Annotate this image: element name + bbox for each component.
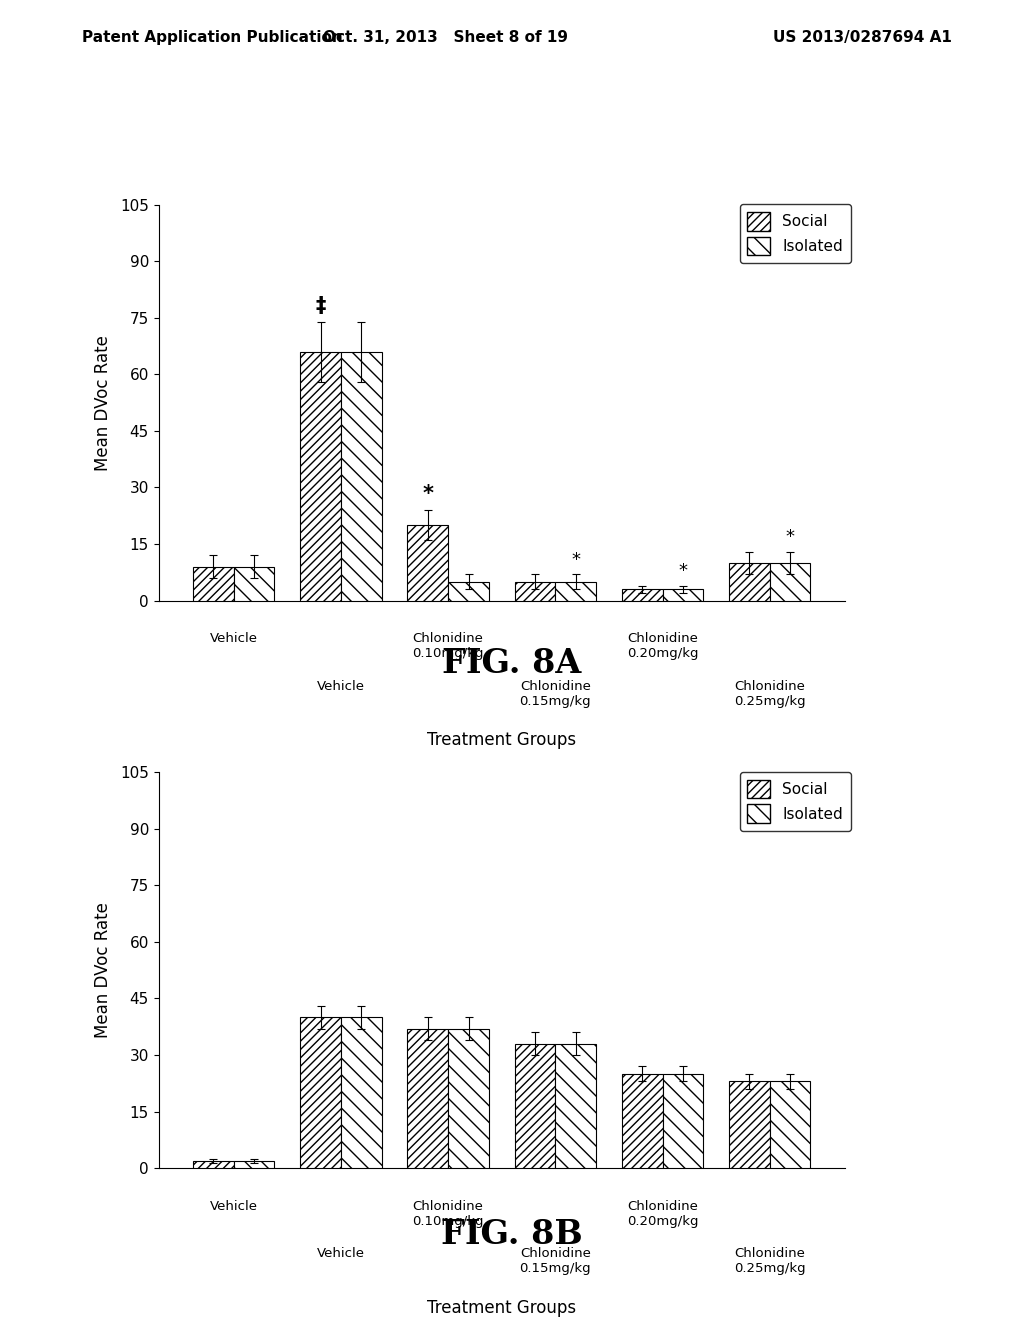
Text: ‡: ‡ [315,296,326,315]
Bar [555,582,596,601]
Text: US 2013/0287694 A1: US 2013/0287694 A1 [773,30,952,45]
Y-axis label: Mean DVoc Rate: Mean DVoc Rate [94,903,112,1038]
Bar [408,1028,449,1168]
Bar [300,351,341,601]
Text: Chlonidine
0.25mg/kg: Chlonidine 0.25mg/kg [734,1247,806,1275]
Bar [193,566,233,601]
Bar [515,582,555,601]
Bar [729,1081,770,1168]
Text: Chlonidine
0.20mg/kg: Chlonidine 0.20mg/kg [627,1200,698,1228]
Bar [300,1018,341,1168]
Bar [449,1028,488,1168]
Bar [663,1074,703,1168]
Text: Chlonidine
0.15mg/kg: Chlonidine 0.15mg/kg [519,680,591,708]
Bar [193,1160,233,1168]
Bar [408,525,449,601]
Text: *: * [785,528,795,546]
Bar [622,589,663,601]
Bar [233,566,274,601]
Text: Patent Application Publication: Patent Application Publication [82,30,343,45]
Text: Chlonidine
0.10mg/kg: Chlonidine 0.10mg/kg [413,1200,484,1228]
Text: Treatment Groups: Treatment Groups [427,1299,577,1317]
Y-axis label: Mean DVoc Rate: Mean DVoc Rate [94,335,112,470]
Text: Chlonidine
0.25mg/kg: Chlonidine 0.25mg/kg [734,680,806,708]
Bar [233,1160,274,1168]
Text: Vehicle: Vehicle [317,680,365,693]
Bar [729,562,770,601]
Legend: Social, Isolated: Social, Isolated [739,772,851,830]
Bar [341,1018,382,1168]
Bar [555,1044,596,1168]
Text: Chlonidine
0.20mg/kg: Chlonidine 0.20mg/kg [627,632,698,660]
Bar [341,351,382,601]
Text: *: * [679,562,687,579]
Legend: Social, Isolated: Social, Isolated [739,205,851,263]
Text: FIG. 8B: FIG. 8B [441,1218,583,1251]
Text: Chlonidine
0.15mg/kg: Chlonidine 0.15mg/kg [519,1247,591,1275]
Bar [449,582,488,601]
Bar [770,562,811,601]
Text: Vehicle: Vehicle [210,1200,258,1213]
Text: Treatment Groups: Treatment Groups [427,731,577,750]
Bar [515,1044,555,1168]
Text: FIG. 8A: FIG. 8A [442,647,582,680]
Text: Oct. 31, 2013   Sheet 8 of 19: Oct. 31, 2013 Sheet 8 of 19 [323,30,568,45]
Bar [663,589,703,601]
Text: Chlonidine
0.10mg/kg: Chlonidine 0.10mg/kg [413,632,484,660]
Bar [770,1081,811,1168]
Bar [622,1074,663,1168]
Text: Vehicle: Vehicle [317,1247,365,1261]
Text: *: * [571,550,581,569]
Text: *: * [422,484,433,504]
Text: Vehicle: Vehicle [210,632,258,645]
